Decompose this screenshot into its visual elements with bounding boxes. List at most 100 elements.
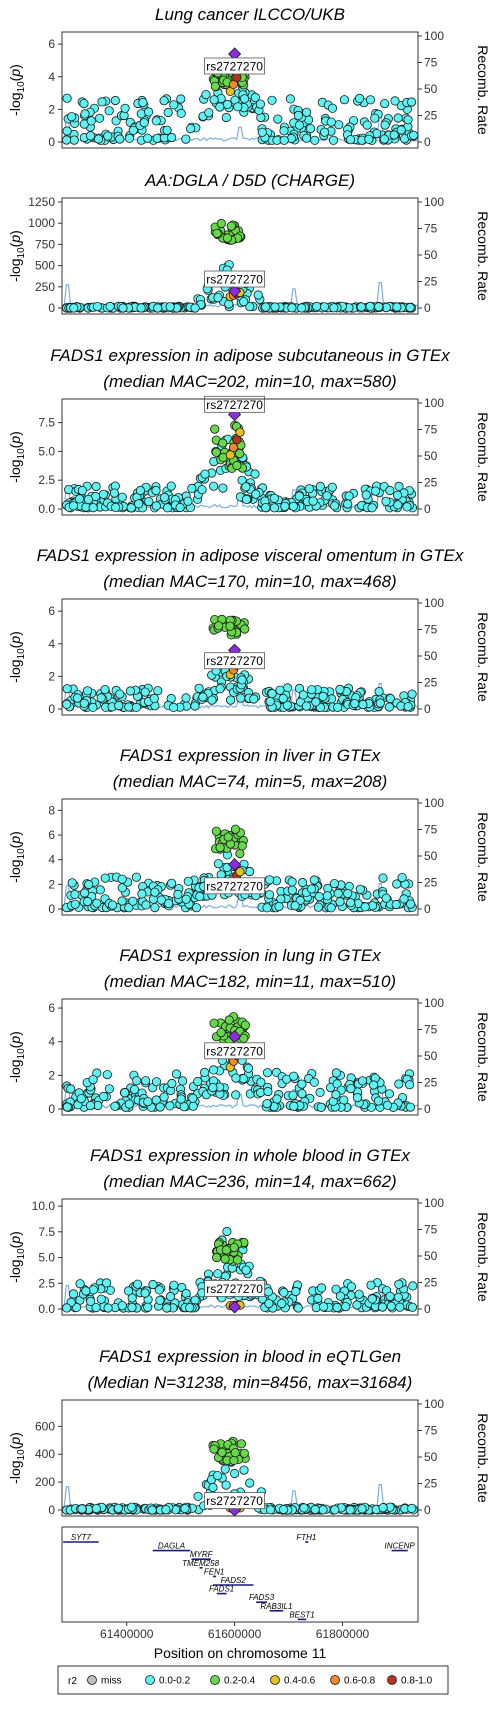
snp-point — [263, 1086, 273, 1097]
snp-point — [382, 1100, 393, 1110]
snp-point — [377, 1302, 388, 1312]
snp-point — [167, 132, 177, 143]
snp-point — [70, 899, 80, 909]
snp-point-ld — [216, 1028, 226, 1038]
x-tick-label: 61600000 — [208, 1627, 262, 1641]
y-tick-label: 2 — [48, 877, 55, 891]
snp-point-ld — [240, 1020, 250, 1030]
y-tick-label: 0 — [48, 301, 55, 315]
snp-point — [68, 1289, 79, 1299]
snp-point — [275, 685, 285, 695]
snp-point — [408, 130, 419, 140]
lead-snp-label: rs2727270 — [206, 1044, 263, 1058]
snp-point — [262, 903, 272, 913]
snp-point — [88, 702, 98, 713]
snp-point — [95, 113, 105, 123]
snp-point — [269, 503, 280, 513]
snp-point — [149, 693, 159, 704]
snp-point — [285, 94, 295, 104]
snp-point — [185, 1303, 195, 1313]
snp-point — [309, 875, 319, 885]
recomb-tick-label: 75 — [424, 423, 438, 437]
recomb-tick-label: 50 — [424, 649, 438, 663]
snp-point — [318, 691, 328, 702]
snp-point — [298, 690, 308, 700]
recomb-tick-label: 50 — [424, 82, 438, 96]
association-panels: Lung cancer ILCCO/UKB -log10(p) Recomb. Ra… — [7, 5, 491, 1517]
snp-point — [294, 120, 305, 130]
panel-subtitle: (median MAC=74, min=5, max=208) — [113, 772, 388, 791]
snp-point — [312, 301, 322, 311]
snp-point — [399, 894, 409, 904]
snp-point — [114, 700, 124, 711]
snp-point — [264, 890, 275, 900]
snp-points — [61, 420, 418, 513]
legend-swatch — [387, 1675, 397, 1685]
snp-point — [204, 108, 214, 118]
panel-4: FADS1 expression in adipose visceral ome… — [7, 546, 491, 716]
y-axis-label: -log10(p) — [7, 64, 27, 116]
gene-label: FADS3 — [249, 1593, 275, 1602]
snp-point — [241, 1265, 251, 1275]
snp-point — [115, 134, 125, 144]
gene-label: MYRF — [190, 1550, 214, 1559]
snp-point — [159, 96, 169, 106]
snp-point — [81, 1286, 91, 1296]
snp-point-ld — [240, 624, 250, 634]
snp-point — [181, 693, 191, 703]
snp-point — [226, 695, 236, 705]
snp-point — [183, 496, 193, 506]
snp-point — [133, 1279, 143, 1289]
snp-point — [367, 503, 377, 513]
recomb-tick-label: 75 — [424, 1424, 438, 1438]
panel-title: FADS1 expression in blood in eQTLGen — [99, 1347, 401, 1366]
snp-point — [155, 1102, 165, 1112]
snp-point — [163, 107, 173, 118]
snp-point — [140, 1288, 150, 1298]
snp-point — [378, 873, 388, 883]
x-axis-label: Position on chromosome 11 — [154, 1645, 327, 1661]
lead-snp-label: rs2727270 — [206, 1282, 263, 1296]
snp-point — [392, 490, 403, 500]
snp-point — [385, 693, 395, 704]
snp-point — [100, 684, 110, 695]
snp-point — [221, 1480, 231, 1490]
snp-point — [231, 1073, 241, 1083]
snp-point — [408, 1281, 418, 1291]
snp-point — [236, 693, 246, 703]
snp-point — [74, 494, 85, 504]
recomb-tick-label: 100 — [424, 1397, 444, 1411]
snp-point — [354, 93, 365, 104]
panel-subtitle: (median MAC=170, min=10, max=468) — [103, 572, 396, 591]
snp-point — [92, 898, 102, 908]
snp-point — [276, 894, 286, 904]
snp-point — [136, 303, 146, 313]
snp-point — [143, 1097, 153, 1107]
recomb-axis-label: Recomb. Rate — [475, 412, 491, 502]
lead-snp-label-box — [204, 1492, 266, 1510]
snp-point — [392, 302, 402, 312]
lead-snp-marker — [228, 284, 242, 298]
r2-legend: r2 miss 0.0-0.2 0.2-0.4 0.4-0.6 0.6-0.8 0.8-1.… — [57, 1665, 449, 1695]
snp-point — [301, 701, 311, 711]
lead-snp-label-box — [204, 395, 266, 413]
panel-subtitle: (median MAC=236, min=14, max=662) — [103, 1172, 396, 1191]
snp-point — [287, 303, 297, 313]
snp-point — [256, 1077, 266, 1087]
panel-title: FADS1 expression in liver in GTEx — [120, 746, 381, 765]
snp-point — [62, 1102, 72, 1112]
snp-point — [195, 891, 205, 902]
snp-points — [61, 218, 417, 313]
y-tick-label: 5.0 — [38, 444, 55, 458]
snp-point — [345, 898, 356, 908]
snp-point — [277, 1298, 287, 1309]
snp-point — [130, 1085, 140, 1095]
panel-frame — [61, 31, 419, 149]
snp-point — [96, 1294, 106, 1304]
y-axis-label: -log10(p) — [7, 431, 27, 483]
snp-point — [193, 1076, 203, 1087]
snp-point — [92, 301, 103, 312]
snp-point — [366, 1280, 376, 1290]
snp-point — [267, 95, 277, 105]
y-tick-label: 0.0 — [38, 1302, 55, 1316]
